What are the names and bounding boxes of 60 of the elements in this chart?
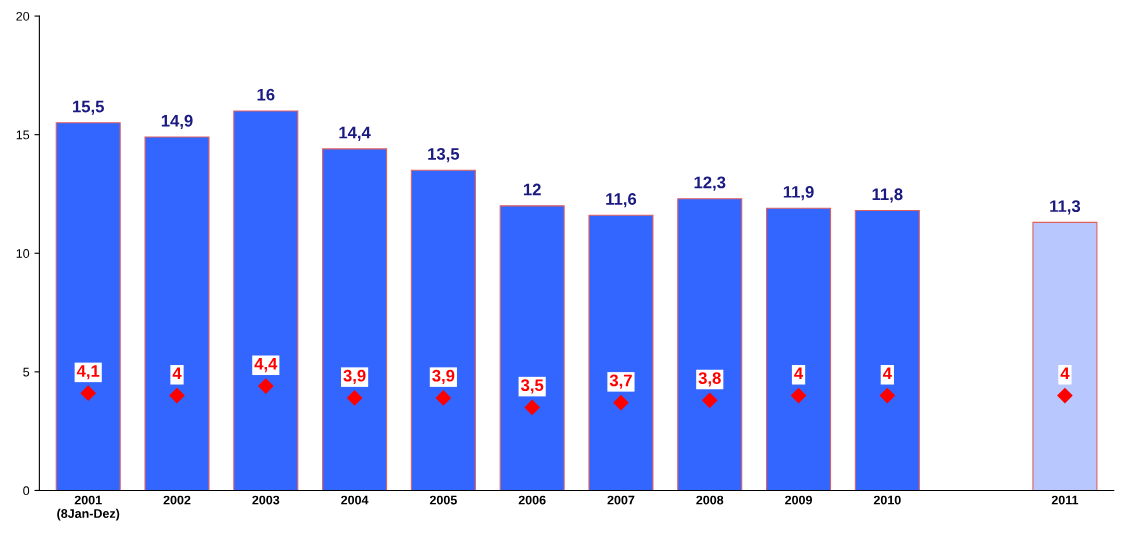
data-label: 3,9 <box>432 369 455 385</box>
data-label: 14,9 <box>161 114 193 130</box>
bar <box>854 210 920 491</box>
x-tick-label: 2002 <box>163 495 191 505</box>
data-label: 3,7 <box>609 374 632 389</box>
bar <box>588 214 654 491</box>
data-label: 16 <box>257 88 275 101</box>
data-label: 11,8 <box>872 188 903 203</box>
data-label: 12 <box>523 183 541 196</box>
x-tick-label: 2006 <box>518 495 546 505</box>
data-label: 11,9 <box>783 185 814 201</box>
y-tick-label: 20 <box>16 11 30 21</box>
y-tick-label: 15 <box>16 130 30 140</box>
x-tick-label: 2004 <box>341 495 369 505</box>
data-label: 3,9 <box>343 369 366 385</box>
point <box>524 399 540 415</box>
data-label: 3,8 <box>698 372 721 387</box>
data-label: 4,4 <box>254 358 278 373</box>
bar <box>1032 221 1098 491</box>
data-label: 13,5 <box>428 148 460 163</box>
x-tick-label: 2011 <box>1051 495 1079 505</box>
point <box>1057 387 1073 404</box>
point <box>258 378 274 394</box>
point <box>80 385 96 401</box>
y-tick-label: 0 <box>23 486 30 496</box>
x-tick-label: 2010 <box>873 495 901 505</box>
data-label: 12,3 <box>694 176 726 191</box>
x-tick-label: 2005 <box>429 495 457 505</box>
bar <box>144 136 210 491</box>
data-label: 4 <box>172 367 182 380</box>
bar <box>233 110 299 491</box>
point <box>169 387 185 404</box>
point <box>879 387 895 404</box>
data-label: 4 <box>1060 367 1070 380</box>
bar <box>55 122 121 491</box>
x-tick-label: 2001 (8Jan-Dez) <box>57 495 120 521</box>
y-tick-label: 5 <box>23 367 30 377</box>
bar <box>677 198 743 491</box>
data-label: 14,4 <box>339 126 371 141</box>
data-label: 4 <box>882 367 892 380</box>
data-label: 15,5 <box>73 100 104 115</box>
point <box>613 395 629 411</box>
x-tick-label: 2009 <box>785 495 812 505</box>
data-label: 3,5 <box>520 379 544 394</box>
bar <box>322 148 388 491</box>
x-tick-label: 2007 <box>607 495 635 505</box>
y-tick-label: 10 <box>16 249 30 258</box>
x-tick-label: 2008 <box>696 495 724 505</box>
x-tick-label: 2003 <box>252 495 280 505</box>
point <box>702 392 718 408</box>
point <box>435 390 451 406</box>
data-label: 11,6 <box>606 193 637 208</box>
bar <box>410 169 476 491</box>
data-label: 4,1 <box>76 365 100 380</box>
point <box>790 387 807 404</box>
data-label: 11,3 <box>1050 200 1081 215</box>
point <box>347 390 363 406</box>
bar <box>499 205 565 491</box>
data-label: 4 <box>794 367 804 380</box>
bar <box>766 207 832 491</box>
